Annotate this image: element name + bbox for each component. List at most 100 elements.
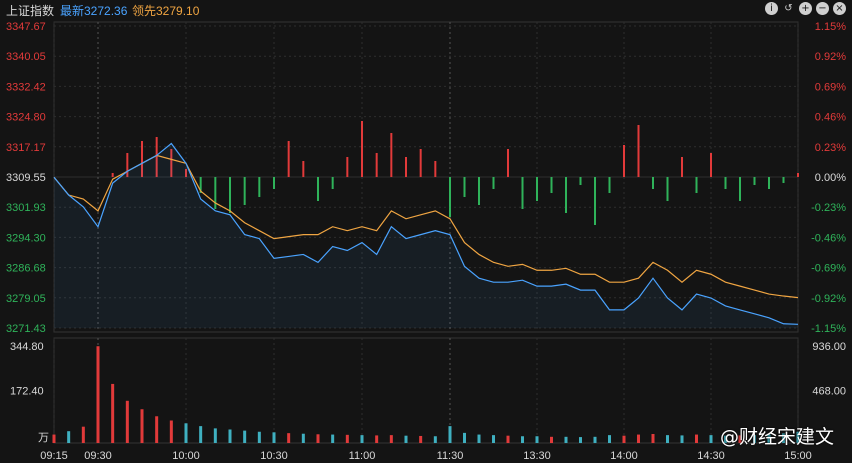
y-tick-right: 1.15% bbox=[815, 21, 846, 33]
y-tick-right: 0.69% bbox=[815, 81, 846, 93]
y-tick-left: 3340.05 bbox=[6, 51, 46, 63]
volume-bar bbox=[637, 434, 640, 443]
volume-bar bbox=[419, 435, 423, 443]
volume-tick-right: 936.00 bbox=[812, 341, 846, 353]
volume-bar bbox=[301, 433, 305, 443]
volume-bar bbox=[433, 436, 437, 443]
volume-bar bbox=[169, 420, 173, 443]
x-tick-label: 09:15 bbox=[40, 450, 68, 462]
volume-bar bbox=[622, 435, 626, 443]
volume-bar bbox=[448, 426, 452, 443]
x-tick-label: 10:30 bbox=[260, 450, 288, 462]
volume-bar bbox=[535, 436, 539, 443]
y-tick-left: 3301.93 bbox=[6, 202, 46, 214]
volume-bar bbox=[67, 431, 71, 443]
y-tick-left: 3317.17 bbox=[6, 142, 46, 154]
y-tick-left: 3294.30 bbox=[6, 232, 46, 244]
volume-bar bbox=[782, 433, 785, 443]
volume-bar bbox=[796, 431, 800, 443]
volume-bar bbox=[608, 435, 611, 443]
y-tick-left: 3271.43 bbox=[6, 323, 46, 335]
x-tick-label: 10:00 bbox=[172, 450, 200, 462]
y-tick-left: 3279.05 bbox=[6, 293, 46, 305]
volume-bar bbox=[651, 433, 655, 443]
volume-bar bbox=[81, 426, 85, 443]
volume-bar bbox=[477, 434, 481, 443]
info-icon[interactable]: i bbox=[765, 2, 778, 15]
price-area bbox=[54, 143, 798, 328]
volume-bar bbox=[389, 435, 393, 443]
x-tick-label: 15:00 bbox=[784, 450, 812, 462]
volume-bar bbox=[767, 434, 771, 443]
x-tick-label: 14:00 bbox=[610, 450, 638, 462]
volume-bar bbox=[184, 423, 188, 443]
volume-bar bbox=[375, 435, 379, 443]
volume-panel-frame bbox=[53, 337, 799, 444]
latest-price: 最新3272.36 bbox=[60, 4, 128, 18]
lead-price: 领先3279.10 bbox=[132, 4, 200, 18]
volume-bar bbox=[506, 435, 510, 443]
toolbar: i ↺ + − × bbox=[765, 2, 846, 15]
volume-bar bbox=[331, 434, 335, 443]
volume-bar bbox=[753, 435, 756, 443]
y-tick-right: 0.23% bbox=[815, 142, 846, 154]
volume-bar bbox=[579, 437, 582, 443]
volume-bar bbox=[199, 426, 203, 443]
volume-bar bbox=[463, 432, 466, 443]
volume-bar bbox=[492, 435, 495, 443]
y-tick-left: 3347.67 bbox=[6, 21, 46, 33]
close-icon[interactable]: × bbox=[833, 2, 846, 15]
volume-bar bbox=[550, 436, 553, 443]
zoom-out-icon[interactable]: − bbox=[816, 2, 829, 15]
y-tick-right: -1.15% bbox=[811, 323, 846, 335]
volume-bar bbox=[360, 435, 364, 443]
volume-bar bbox=[593, 436, 597, 443]
y-tick-right: -0.92% bbox=[811, 293, 846, 305]
volume-bar bbox=[228, 429, 232, 443]
y-tick-right: 0.46% bbox=[815, 112, 846, 124]
volume-bar bbox=[257, 431, 261, 443]
y-tick-right: -0.46% bbox=[811, 232, 846, 244]
volume-bar bbox=[724, 435, 727, 443]
volume-bar bbox=[521, 436, 524, 443]
y-tick-right: -0.23% bbox=[811, 202, 846, 214]
volume-bar bbox=[738, 435, 742, 443]
undo-icon[interactable]: ↺ bbox=[784, 3, 793, 14]
y-tick-right: 0.00% bbox=[815, 172, 846, 184]
y-tick-left: 3309.55 bbox=[6, 172, 46, 184]
zoom-in-icon[interactable]: + bbox=[799, 2, 812, 15]
watermark: @财经宋建文 bbox=[719, 426, 834, 448]
volume-tick-left: 172.40 bbox=[10, 386, 44, 398]
volume-bar bbox=[213, 428, 217, 443]
volume-bar bbox=[345, 434, 349, 443]
volume-bar bbox=[709, 435, 713, 443]
header-bar: 上证指数 最新3272.36 领先3279.10 i ↺ + − × bbox=[0, 0, 852, 18]
volume-bar bbox=[666, 435, 669, 443]
x-tick-label: 11:30 bbox=[437, 450, 464, 462]
volume-tick-left: 344.80 bbox=[10, 341, 44, 353]
volume-bar bbox=[287, 433, 291, 443]
volume-bar bbox=[272, 432, 276, 443]
volume-bar bbox=[404, 435, 408, 443]
volume-bar bbox=[155, 416, 159, 443]
x-tick-label: 14:30 bbox=[697, 450, 725, 462]
lead-line bbox=[53, 154, 799, 299]
y-tick-left: 3324.80 bbox=[6, 112, 46, 124]
volume-bar bbox=[243, 430, 247, 443]
index-name: 上证指数 bbox=[6, 4, 55, 18]
volume-bar bbox=[316, 434, 320, 443]
volume-bar bbox=[52, 434, 56, 443]
volume-bar bbox=[695, 434, 698, 443]
x-tick-label: 11:00 bbox=[349, 450, 376, 462]
volume-bar bbox=[680, 435, 684, 443]
x-tick-label: 09:30 bbox=[84, 450, 112, 462]
volume-bar bbox=[140, 409, 144, 443]
x-tick-label: 13:30 bbox=[523, 450, 551, 462]
y-tick-left: 3332.42 bbox=[6, 81, 46, 93]
volume-tick-right: 468.00 bbox=[812, 386, 846, 398]
volume-bar bbox=[111, 383, 115, 443]
volume-bar bbox=[125, 400, 129, 443]
price-line bbox=[53, 142, 799, 325]
volume-bar bbox=[96, 346, 100, 443]
